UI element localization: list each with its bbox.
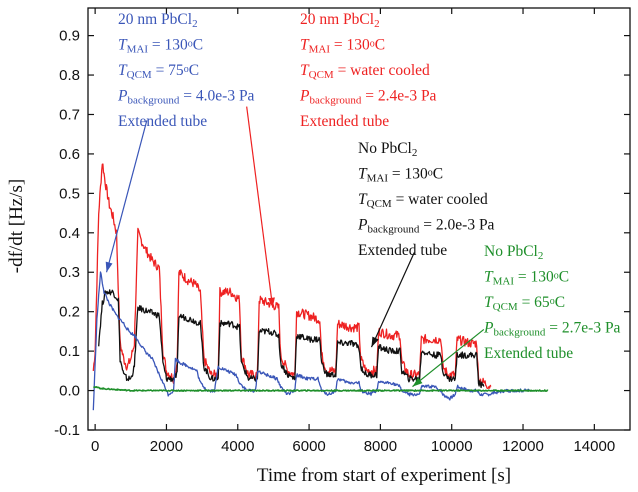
annotation-line: Extended tube <box>118 113 207 130</box>
annotation-blue: 20 nm PbCl2 TMAI = 130oC TQCM = 75oC Pbackg… <box>117 11 255 130</box>
x-tick-label: 6000 <box>292 438 325 455</box>
annotation-arrowhead-green <box>412 377 423 387</box>
annotation-line: No PbCl2 <box>484 243 543 262</box>
y-tick-label: 0.6 <box>59 146 80 163</box>
annotation-arrow-red <box>246 106 274 308</box>
y-tick-label: -0.1 <box>54 422 80 439</box>
annotation-line: Extended tube <box>484 345 573 362</box>
y-tick-label: 0.8 <box>59 67 80 84</box>
annotation-line: Pbackground = 2.7e-3 Pa <box>483 320 621 339</box>
y-tick-label: 0.5 <box>59 185 80 202</box>
annotation-black: No PbCl2 TMAI = 130oC TQCM = water cooled P… <box>357 140 495 259</box>
annotation-line: Extended tube <box>358 242 447 259</box>
annotation-line: TQCM = water cooled <box>300 62 430 81</box>
annotation-line: TMAI = 130oC <box>358 166 443 185</box>
annotation-line: TMAI = 130oC <box>300 37 385 56</box>
x-tick-label: 2000 <box>150 438 183 455</box>
y-tick-label: 0.1 <box>59 343 80 360</box>
annotation-arrowhead-black <box>371 336 379 348</box>
y-tick-label: 0.2 <box>59 304 80 321</box>
annotation-red: 20 nm PbCl2 TMAI = 130oC TQCM = water cool… <box>299 11 437 130</box>
y-tick-label: 0.4 <box>59 225 80 242</box>
annotation-line: TQCM = 75oC <box>118 62 199 81</box>
y-tick-label: 0.3 <box>59 264 80 281</box>
annotation-line: Extended tube <box>300 113 389 130</box>
annotation-line: Pbackground = 2.4e-3 Pa <box>299 88 437 107</box>
plot-frame <box>87 7 631 431</box>
y-tick-label: 0.9 <box>59 28 80 45</box>
annotation-line: TMAI = 130oC <box>484 269 569 288</box>
axis-ticks: 0 2000 4000 6000 8000 10000 12000 14000 -0.1 0.0 0… <box>54 8 630 455</box>
x-tick-label: 4000 <box>221 438 254 455</box>
y-axis-title: -df/dt [Hz/s] <box>6 179 27 273</box>
y-tick-label: 0.0 <box>59 383 80 400</box>
x-axis-title: Time from start of experiment [s] <box>257 465 511 486</box>
annotation-line: TQCM = 65oC <box>484 294 565 313</box>
series-layer <box>92 163 549 411</box>
annotation-line: 20 nm PbCl2 <box>118 11 198 30</box>
x-tick-label: 8000 <box>364 438 397 455</box>
x-tick-label: 0 <box>91 438 99 455</box>
annotation-line: No PbCl2 <box>358 140 417 159</box>
annotations: 20 nm PbCl2 TMAI = 130oC TQCM = 75oC Pbackg… <box>117 11 621 362</box>
annotation-green: No PbCl2 TMAI = 130oC TQCM = 65oC Pbackgrou… <box>483 243 621 362</box>
annotation-arrowhead-blue <box>105 261 113 273</box>
x-tick-label: 14000 <box>573 438 615 455</box>
x-tick-label: 12000 <box>502 438 544 455</box>
annotation-arrow-blue <box>105 120 148 273</box>
x-tick-label: 10000 <box>431 438 473 455</box>
annotation-arrowhead-red <box>267 297 275 308</box>
annotation-arrow-black <box>370 252 415 348</box>
annotation-arrows <box>105 106 485 388</box>
series-line-green <box>93 385 549 393</box>
annotation-arrow-green <box>412 328 485 388</box>
annotation-line: TMAI = 130oC <box>118 37 203 56</box>
annotation-line: 20 nm PbCl2 <box>300 11 380 30</box>
annotation-line: Pbackground = 4.0e-3 Pa <box>117 88 255 107</box>
annotation-line: Pbackground = 2.0e-3 Pa <box>357 217 495 236</box>
y-tick-label: 0.7 <box>59 106 80 123</box>
annotation-line: TQCM = water cooled <box>358 191 488 210</box>
